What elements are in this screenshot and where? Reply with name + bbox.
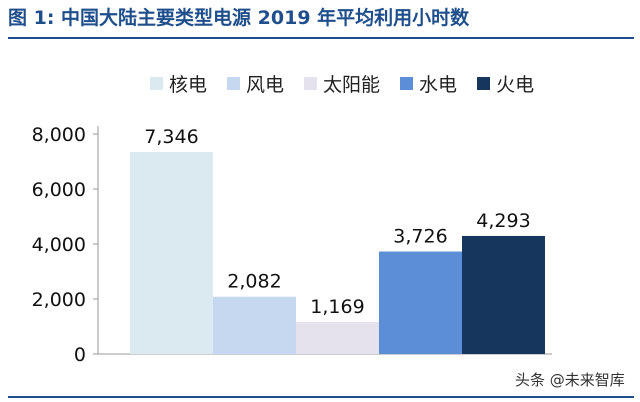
figure-title: 图 1: 中国大陆主要类型电源 2019 年平均利用小时数 <box>8 7 470 29</box>
bar-value-label: 3,726 <box>393 226 447 248</box>
bar-1 <box>130 151 213 354</box>
legend-item: 风电 <box>227 70 284 97</box>
bar-3 <box>296 321 379 354</box>
bar-5 <box>462 235 545 354</box>
bar-4 <box>379 251 462 354</box>
legend-swatch <box>400 77 414 90</box>
y-tick-label: 6,000 <box>32 179 86 201</box>
y-tick-label: 8,000 <box>32 124 86 146</box>
bar-value-label: 2,082 <box>227 271 281 293</box>
legend-label: 水电 <box>419 74 458 96</box>
bar-value-label: 1,169 <box>310 296 364 318</box>
title-rule <box>8 37 634 39</box>
y-tick-label: 0 <box>74 344 86 366</box>
legend-label: 太阳能 <box>323 74 381 96</box>
legend: 核电 风电 太阳能 水电 火电 <box>150 70 534 97</box>
watermark: 头条 @未来智库 <box>512 368 628 391</box>
legend-item: 太阳能 <box>304 70 380 97</box>
bar-value-label: 7,346 <box>144 126 198 148</box>
bottom-rule <box>8 396 634 398</box>
legend-swatch <box>150 77 163 90</box>
bar-value-label: 4,293 <box>476 210 530 232</box>
y-tick-label: 4,000 <box>32 234 86 256</box>
legend-label: 核电 <box>169 74 208 96</box>
legend-swatch <box>304 77 318 90</box>
legend-label: 火电 <box>496 74 535 96</box>
legend-item: 水电 <box>400 70 457 97</box>
legend-swatch <box>227 77 241 90</box>
legend-item: 火电 <box>477 70 534 97</box>
legend-swatch <box>477 77 491 90</box>
legend-label: 风电 <box>246 74 285 96</box>
legend-item: 核电 <box>150 70 207 97</box>
bar-2 <box>213 296 296 354</box>
y-tick-label: 2,000 <box>32 289 86 311</box>
